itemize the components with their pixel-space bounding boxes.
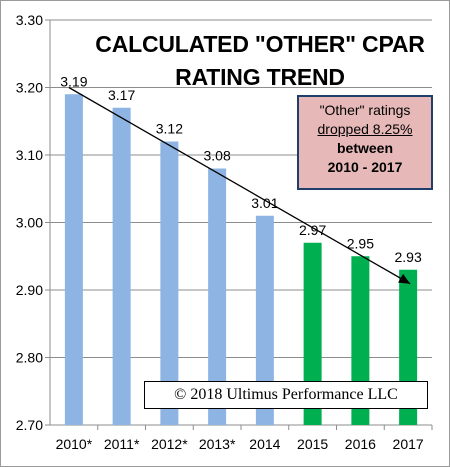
bar-2010 bbox=[64, 94, 83, 425]
data-label: 2.93 bbox=[395, 249, 422, 265]
y-tick-label: 3.00 bbox=[16, 215, 43, 231]
bar-2011 bbox=[112, 107, 131, 425]
x-tick-label: 2013* bbox=[199, 436, 236, 452]
data-label: 3.08 bbox=[204, 148, 231, 164]
y-tick-label: 3.20 bbox=[16, 80, 43, 96]
x-tick-label: 2010* bbox=[56, 436, 93, 452]
trend-arrow-head bbox=[398, 273, 411, 284]
bar-2015 bbox=[303, 242, 322, 425]
x-tick-label: 2015 bbox=[297, 436, 328, 452]
data-label: 2.97 bbox=[299, 222, 326, 238]
x-tick-label: 2014 bbox=[249, 436, 280, 452]
data-label: 3.19 bbox=[60, 73, 87, 89]
callout-line-3: between bbox=[336, 140, 393, 156]
chart-title: CALCULATED "OTHER" CPAR RATING TREND bbox=[80, 28, 440, 94]
copyright-notice: © 2018 Ultimus Performance LLC bbox=[144, 381, 428, 409]
callout-line-2: dropped 8.25% bbox=[317, 121, 413, 137]
trend-arrow-line bbox=[68, 86, 411, 285]
y-tick-label: 3.30 bbox=[16, 12, 43, 28]
x-tick-label: 2017 bbox=[393, 436, 424, 452]
bar-2012 bbox=[160, 141, 179, 425]
x-tick-label: 2012* bbox=[151, 436, 188, 452]
callout-box: "Other" ratings dropped 8.25% between 20… bbox=[297, 95, 433, 190]
y-tick-label: 3.10 bbox=[16, 147, 43, 163]
data-label: 3.01 bbox=[251, 195, 278, 211]
x-tick-label: 2011* bbox=[104, 436, 140, 452]
y-tick-label: 2.90 bbox=[16, 282, 43, 298]
data-label: 2.95 bbox=[347, 235, 374, 251]
data-label: 3.17 bbox=[108, 87, 135, 103]
x-tick-label: 2016 bbox=[345, 436, 376, 452]
bar-2014 bbox=[255, 215, 274, 425]
data-label: 3.12 bbox=[156, 121, 183, 137]
bar-2013 bbox=[208, 168, 227, 425]
chart-title-line-1: CALCULATED "OTHER" CPAR bbox=[95, 31, 425, 57]
callout-line-1: "Other" ratings bbox=[319, 102, 411, 118]
chart-title-line-2: RATING TREND bbox=[175, 64, 345, 90]
y-tick-label: 2.80 bbox=[16, 350, 43, 366]
callout-line-4: 2010 - 2017 bbox=[327, 159, 403, 175]
y-tick-label: 2.70 bbox=[16, 417, 43, 433]
